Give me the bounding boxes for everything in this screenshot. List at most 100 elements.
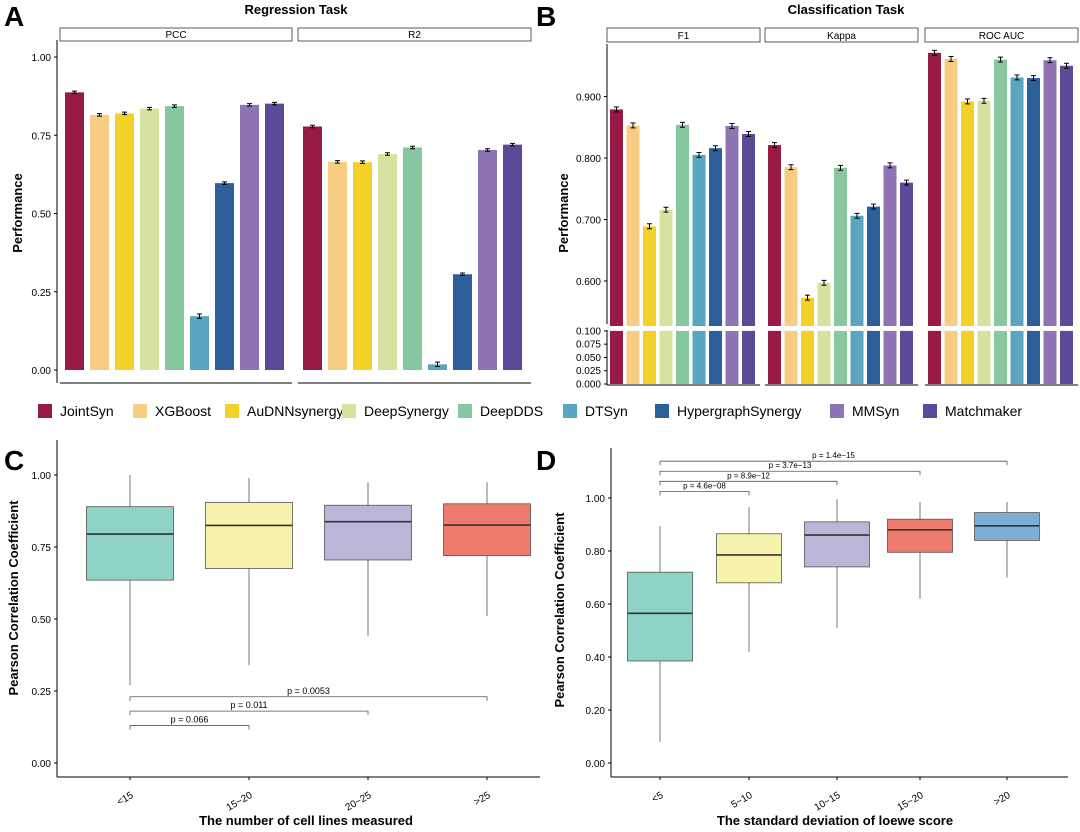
p-value-label: p = 0.0053 (287, 686, 330, 696)
error-bar-kappa-matchmaker (904, 179, 909, 186)
y-tick-label: 0.075 (576, 340, 601, 351)
significance-bracket (659, 480, 838, 486)
box-5 (627, 571, 693, 662)
error-bar-f1-dtsyn (696, 151, 702, 158)
y-tick-label: 0.25 (32, 687, 52, 698)
significance-bracket (659, 470, 921, 476)
error-bar-r2-deepsynergy (385, 152, 390, 156)
bar-upper-kappa-hypergraphsynergy (867, 206, 880, 326)
box-25 (443, 503, 531, 557)
bar-lower-f1-deepdds (676, 330, 689, 384)
bar-upper-kappa-jointsyn (768, 145, 781, 326)
bar-upper-roc-auc-audnnsynergy (961, 101, 974, 326)
bar-upper-f1-xgboost (626, 125, 640, 326)
bar-upper-f1-deepdds (676, 124, 689, 326)
error-bar-kappa-mmsyn (887, 162, 893, 169)
bar-r2-jointsyn (303, 126, 322, 371)
bar-pcc-deepdds (165, 106, 184, 371)
facet-strip (297, 27, 532, 42)
facet-label-r2: R2 (408, 30, 421, 41)
bar-lower-roc-auc-audnnsynergy (961, 330, 974, 384)
y-tick-label: 0.50 (32, 615, 52, 626)
bar-upper-f1-matchmaker (742, 134, 755, 326)
legend-swatch-audnnsynergy (225, 404, 239, 418)
error-bar-roc-auc-mmsyn (1047, 57, 1053, 64)
x-tick-label: >25 (472, 790, 493, 808)
bar-pcc-audnnsynergy (115, 113, 134, 370)
error-bar-pcc-jointsyn (72, 90, 77, 95)
y-tick-label: 0.000 (576, 380, 601, 391)
facet-strip (59, 27, 293, 42)
error-bar-kappa-hypergraphsynergy (871, 203, 876, 210)
bar-upper-f1-dtsyn (692, 154, 706, 326)
bar-pcc-xgboost (90, 114, 109, 370)
error-bar-pcc-xgboost (97, 113, 102, 117)
box-10-15 (804, 521, 870, 568)
error-bar-r2-matchmaker (510, 142, 515, 147)
y-tick-label: 0.75 (32, 131, 52, 142)
legend-swatch-jointsyn (38, 404, 52, 418)
y-tick-label: 0.00 (32, 759, 52, 770)
box-20-25 (324, 504, 412, 561)
bar-r2-hypergraphsynergy (453, 274, 472, 370)
legend-swatch-hypergraphsynergy (655, 404, 669, 418)
bar-lower-f1-deepsynergy (659, 330, 673, 384)
facet-strip (764, 27, 919, 43)
error-bar-roc-auc-xgboost (948, 56, 954, 62)
facet-strip (606, 27, 761, 43)
bar-r2-matchmaker (503, 144, 522, 370)
y-tick-label: 0.600 (576, 277, 601, 288)
y-tick-label: 0.20 (586, 706, 606, 717)
legend-label-matchmaker: Matchmaker (945, 403, 1022, 419)
error-bar-roc-auc-deepsynergy (981, 97, 987, 104)
legend-label-xgboost: XGBoost (155, 403, 211, 419)
legend-swatch-mmsyn (830, 404, 844, 418)
x-axis-label: The standard deviation of loewe score (717, 813, 953, 828)
bar-upper-roc-auc-matchmaker (1060, 65, 1073, 326)
error-bar-r2-hypergraphsynergy (460, 272, 465, 276)
p-value-label: p = 1.4e−15 (812, 451, 855, 460)
bar-lower-kappa-jointsyn (768, 330, 781, 384)
box-15-20 (205, 501, 293, 569)
p-value-label: p = 0.066 (171, 715, 209, 725)
bar-r2-mmsyn (478, 149, 497, 370)
x-tick-label: <5 (650, 790, 666, 805)
x-tick-label: 5~10 (729, 790, 754, 811)
y-tick-label: 1.00 (32, 53, 52, 64)
box-5-10 (716, 533, 782, 584)
facet-label-kappa: Kappa (827, 31, 856, 42)
panel-c-boxplot: Pearson Correlation Coefficient The numbe… (6, 440, 540, 828)
y-tick-label: 0.80 (586, 547, 606, 558)
bar-lower-f1-mmsyn (725, 330, 739, 384)
box-15 (86, 506, 174, 581)
x-axis-label: The number of cell lines measured (199, 813, 413, 828)
error-bar-f1-xgboost (630, 122, 636, 129)
bar-lower-roc-auc-matchmaker (1060, 330, 1073, 384)
bar-pcc-dtsyn (190, 316, 209, 370)
bar-lower-kappa-mmsyn (883, 330, 897, 384)
bar-lower-kappa-deepsynergy (817, 330, 831, 384)
bar-lower-roc-auc-mmsyn (1043, 330, 1057, 384)
legend-label-jointsyn: JointSyn (60, 403, 114, 419)
significance-bracket (129, 725, 250, 730)
y-tick-label: 0.25 (32, 288, 52, 299)
significance-bracket (129, 710, 369, 716)
legend-label-mmsyn: MMSyn (852, 403, 899, 419)
bar-upper-roc-auc-xgboost (944, 58, 958, 327)
y-tick-label: 0.00 (586, 759, 606, 770)
error-bar-roc-auc-dtsyn (1014, 74, 1020, 81)
y-tick-label: 0.900 (576, 93, 601, 104)
legend-swatch-dtsyn (563, 404, 577, 418)
bar-upper-kappa-mmsyn (883, 165, 897, 326)
bar-upper-kappa-deepdds (834, 167, 847, 326)
panel-label-a: A (4, 1, 24, 32)
panel-a-regression-chart: Regression Task Performance 0.00 0.25 0.50 0.… (10, 2, 532, 384)
x-tick-label: 15~20 (896, 790, 926, 814)
error-bar-pcc-dtsyn (197, 313, 202, 319)
error-bar-roc-auc-audnnsynergy (965, 98, 970, 105)
y-tick-label: 1.00 (586, 494, 606, 505)
bar-lower-f1-matchmaker (742, 330, 755, 384)
legend-swatch-xgboost (133, 404, 147, 418)
y-tick-label: 0.800 (576, 154, 601, 165)
error-bar-f1-matchmaker (746, 131, 751, 137)
